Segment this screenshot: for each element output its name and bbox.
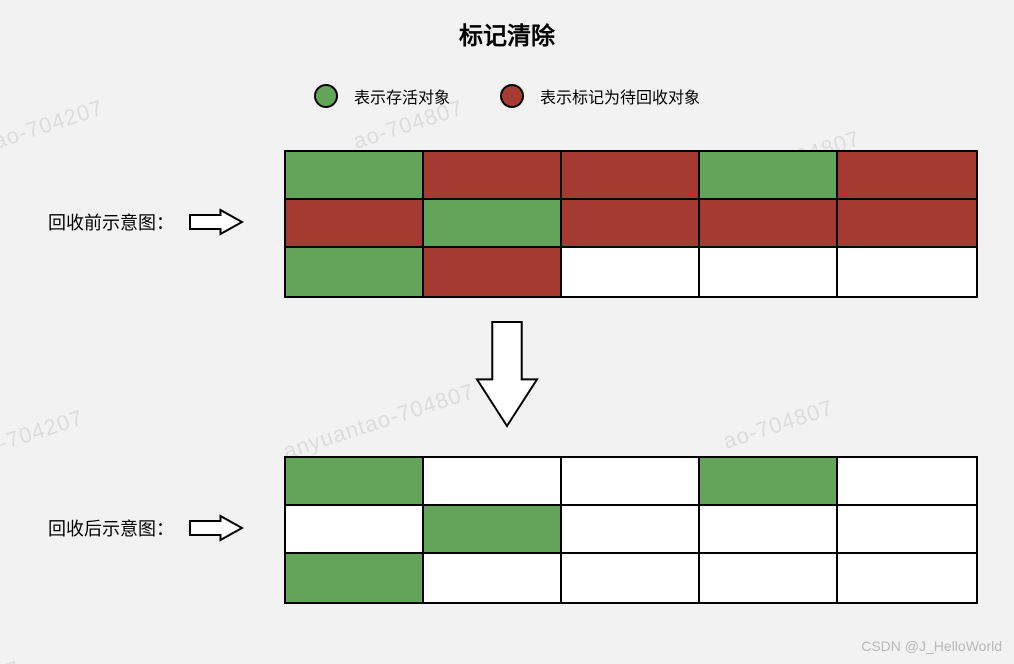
grid-cell [424,248,562,296]
grid-cell [562,248,700,296]
grid-cell [424,506,562,554]
legend-item-marked: 表示标记为待回收对象 [500,84,700,108]
grid-cell [424,458,562,506]
legend-item-alive: 表示存活对象 [314,84,450,108]
legend-label-marked: 表示标记为待回收对象 [540,84,700,108]
credit-text: CSDN @J_HelloWorld [861,638,1002,654]
arrow-down-icon [475,320,539,428]
arrow-right-icon [188,208,244,236]
grid-cell [562,200,700,248]
before-label-block: 回收前示意图： [48,208,244,236]
grid-cell [562,458,700,506]
before-grid [284,150,978,298]
grid-cell [286,506,424,554]
grid-cell [838,554,976,602]
grid-cell [286,152,424,200]
grid-cell [700,458,838,506]
grid-cell [838,200,976,248]
grid-cell [424,200,562,248]
grid-cell [562,554,700,602]
grid-cell [286,458,424,506]
grid-cell [838,506,976,554]
legend-swatch-alive [314,84,338,108]
watermark-text: 704207 [0,655,24,664]
grid-cell [562,506,700,554]
after-label: 回收后示意图： [48,515,174,541]
after-grid [284,456,978,604]
grid-cell [562,152,700,200]
legend: 表示存活对象 表示标记为待回收对象 [0,84,1014,108]
legend-swatch-marked [500,84,524,108]
grid-cell [286,554,424,602]
diagram-title: 标记清除 [0,16,1014,51]
grid-cell [424,554,562,602]
grid-cell [700,152,838,200]
arrow-right-icon [188,514,244,542]
grid-cell [424,152,562,200]
down-arrow-wrap [0,320,1014,428]
grid-cell [286,200,424,248]
grid-cell [838,458,976,506]
grid-cell [838,152,976,200]
grid-cell [700,506,838,554]
grid-cell [700,200,838,248]
after-label-block: 回收后示意图： [48,514,244,542]
legend-label-alive: 表示存活对象 [354,84,450,108]
grid-cell [700,248,838,296]
before-label: 回收前示意图： [48,209,174,235]
grid-cell [286,248,424,296]
grid-cell [700,554,838,602]
grid-cell [838,248,976,296]
